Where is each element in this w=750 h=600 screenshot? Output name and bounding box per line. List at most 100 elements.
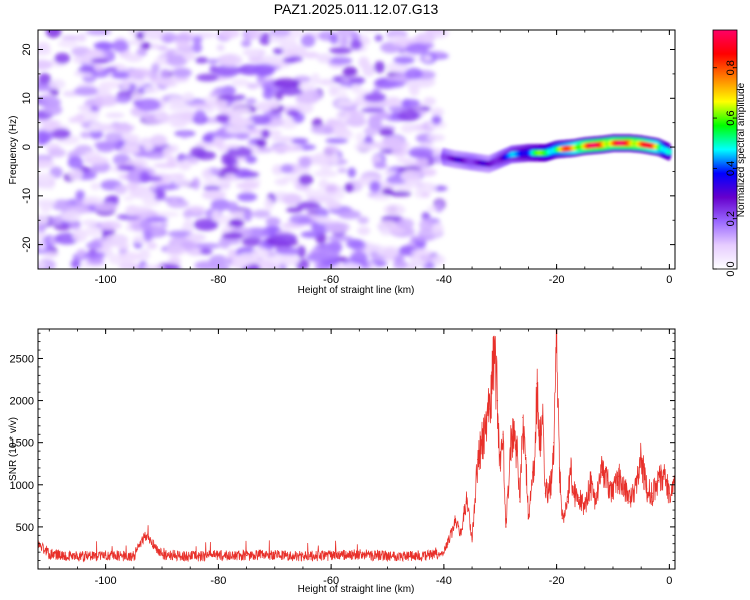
noise-blob <box>275 246 301 256</box>
snr-point <box>386 554 389 557</box>
noise-blob <box>269 30 291 37</box>
noise-blob <box>115 95 131 104</box>
noise-blob <box>325 137 349 144</box>
noise-blob <box>38 199 57 208</box>
noise-blob <box>221 152 233 166</box>
noise-blob <box>143 176 163 182</box>
noise-blob <box>93 41 115 50</box>
noise-blob <box>420 254 434 262</box>
noise-blob <box>38 59 53 70</box>
x-tick-label: 0 <box>666 575 672 587</box>
snr-point <box>606 479 608 482</box>
noise-blob <box>420 168 437 177</box>
noise-blob <box>388 106 407 112</box>
noise-blob <box>168 144 179 153</box>
snr-point <box>536 383 538 385</box>
x-tick-label: -40 <box>436 274 452 286</box>
y-tick-label: -10 <box>21 188 33 204</box>
y-tick-label: 10 <box>21 92 33 104</box>
noise-blob <box>140 264 165 269</box>
x-tick-label: -20 <box>549 575 565 587</box>
noise-blob <box>347 167 357 178</box>
noise-blob <box>272 47 284 55</box>
noise-blob <box>280 164 294 174</box>
snr-point <box>217 554 219 557</box>
snr-point <box>612 492 614 494</box>
noise-blob <box>264 197 274 211</box>
noise-blob <box>201 168 213 180</box>
noise-blob <box>38 173 55 183</box>
snr-point <box>302 555 304 557</box>
noise-blob <box>342 66 358 77</box>
noise-blob <box>105 66 118 73</box>
snr-point <box>454 522 456 524</box>
snr-point <box>443 551 445 553</box>
noise-blob <box>218 215 230 221</box>
snr-point <box>274 554 276 556</box>
x-tick-label: 0 <box>666 274 672 286</box>
noise-blob <box>146 242 158 250</box>
noise-blob <box>57 39 79 48</box>
noise-blob <box>77 105 93 111</box>
x-tick-label: -60 <box>323 575 339 587</box>
noise-blob <box>223 165 240 174</box>
noise-blob <box>410 249 433 256</box>
noise-blob <box>386 62 409 73</box>
snr-point <box>561 517 563 520</box>
noise-blob <box>260 129 271 139</box>
snr-point <box>105 554 107 557</box>
noise-blob <box>165 245 186 256</box>
noise-blob <box>285 206 303 213</box>
snr-point <box>651 492 654 494</box>
noise-blob <box>286 109 301 117</box>
noise-blob <box>252 63 276 76</box>
snr-point <box>634 484 637 486</box>
noise-blob <box>126 39 142 46</box>
snr-point <box>471 538 473 541</box>
noise-blob <box>104 233 129 246</box>
noise-blob <box>271 232 298 244</box>
noise-blob <box>421 211 431 222</box>
noise-blob <box>274 178 289 186</box>
noise-blob <box>272 78 299 89</box>
noise-blob <box>85 30 112 36</box>
noise-blob <box>302 51 320 59</box>
noise-blob <box>431 222 444 235</box>
noise-blob <box>328 85 339 97</box>
noise-blob <box>310 195 335 204</box>
snr-point <box>358 554 360 556</box>
noise-blob <box>201 180 220 186</box>
noise-blob <box>123 195 134 202</box>
noise-blob <box>372 194 391 201</box>
noise-blob <box>264 85 273 95</box>
noise-blob <box>86 48 104 57</box>
noise-blob <box>414 32 436 44</box>
noise-blob <box>329 33 339 45</box>
noise-blob <box>383 248 398 260</box>
noise-blob <box>210 198 231 211</box>
noise-blob <box>216 44 225 52</box>
noise-blob <box>360 107 386 113</box>
noise-blob <box>412 169 425 176</box>
noise-blob <box>396 218 415 230</box>
noise-blob <box>408 146 434 159</box>
noise-blob <box>140 218 152 231</box>
x-tick-label: -20 <box>549 274 565 286</box>
noise-blob <box>195 141 216 149</box>
noise-blob <box>234 132 250 140</box>
y-tick-label: 2500 <box>10 353 34 365</box>
noise-blob <box>143 230 153 242</box>
noise-blob <box>209 91 220 98</box>
snr-point <box>505 526 507 528</box>
noise-blob <box>268 35 287 43</box>
noise-blob <box>38 48 52 56</box>
noise-blob <box>213 139 224 148</box>
colorbar-tick-label: 0.4 <box>725 161 737 176</box>
noise-blob <box>125 159 149 168</box>
y-tick-label: 1000 <box>10 480 34 492</box>
noise-blob <box>378 220 397 227</box>
noise-blob <box>418 142 435 148</box>
spectrogram-frame <box>37 29 676 270</box>
noise-blob <box>404 67 423 80</box>
noise-blob <box>123 138 140 152</box>
